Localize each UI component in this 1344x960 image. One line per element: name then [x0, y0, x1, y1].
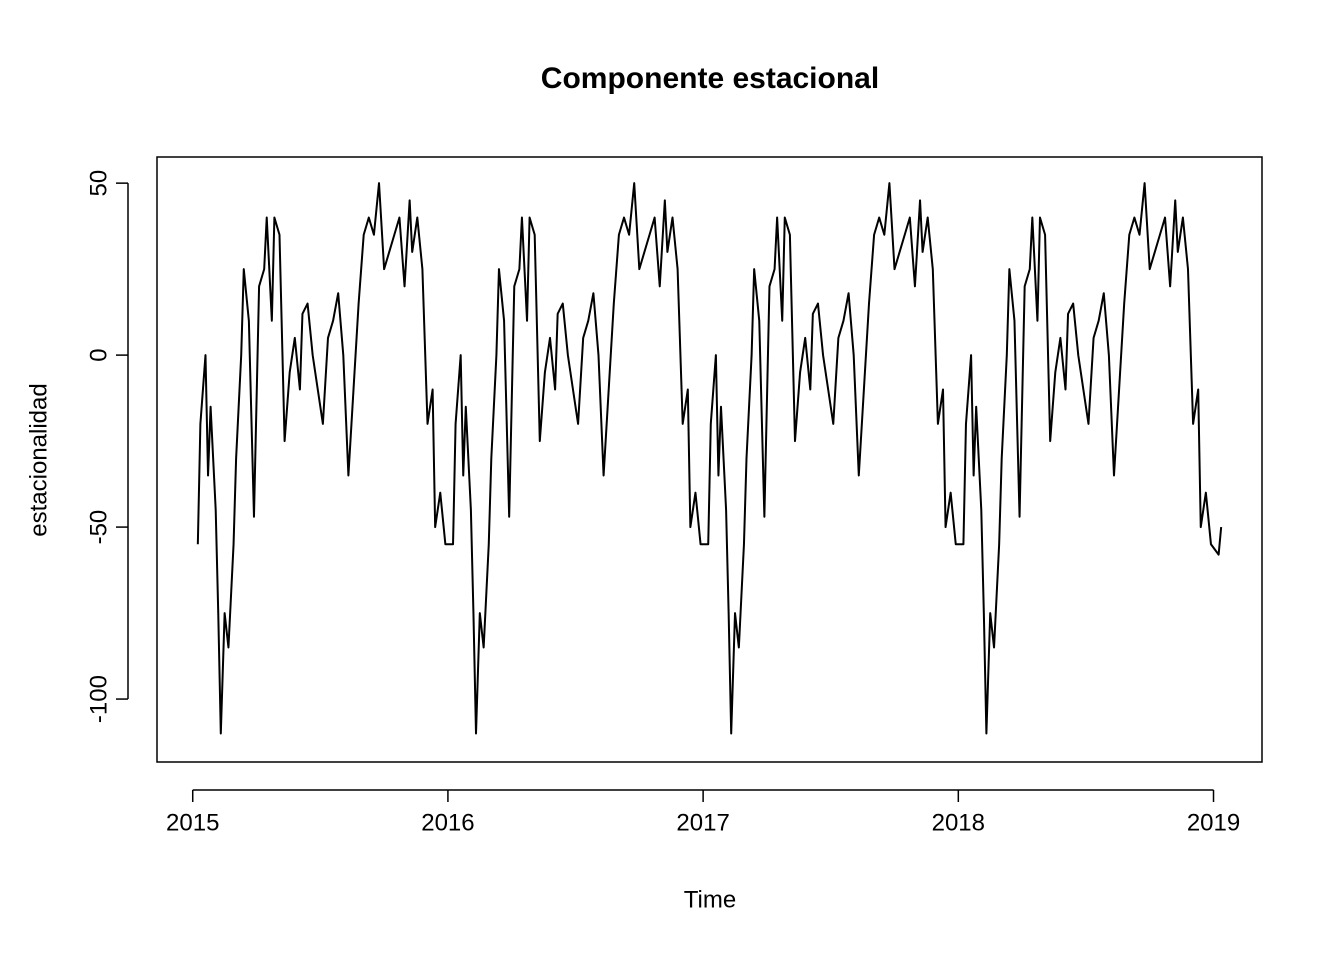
- x-tick-label: 2016: [421, 809, 474, 836]
- x-axis-label: Time: [684, 886, 736, 913]
- x-tick-label: 2017: [676, 809, 729, 836]
- x-tick-label: 2015: [166, 809, 219, 836]
- y-tick-label: 0: [85, 348, 112, 361]
- y-tick-label: -100: [85, 675, 112, 723]
- y-tick-label: -50: [85, 510, 112, 545]
- x-tick-label: 2018: [932, 809, 985, 836]
- y-tick-label: 50: [85, 170, 112, 197]
- data-line: [196, 182, 1223, 735]
- x-tick-label: 2019: [1187, 809, 1240, 836]
- chart-title: Componente estacional: [541, 62, 879, 95]
- plot-frame: [156, 156, 1263, 763]
- y-axis-label: estacionalidad: [25, 383, 52, 536]
